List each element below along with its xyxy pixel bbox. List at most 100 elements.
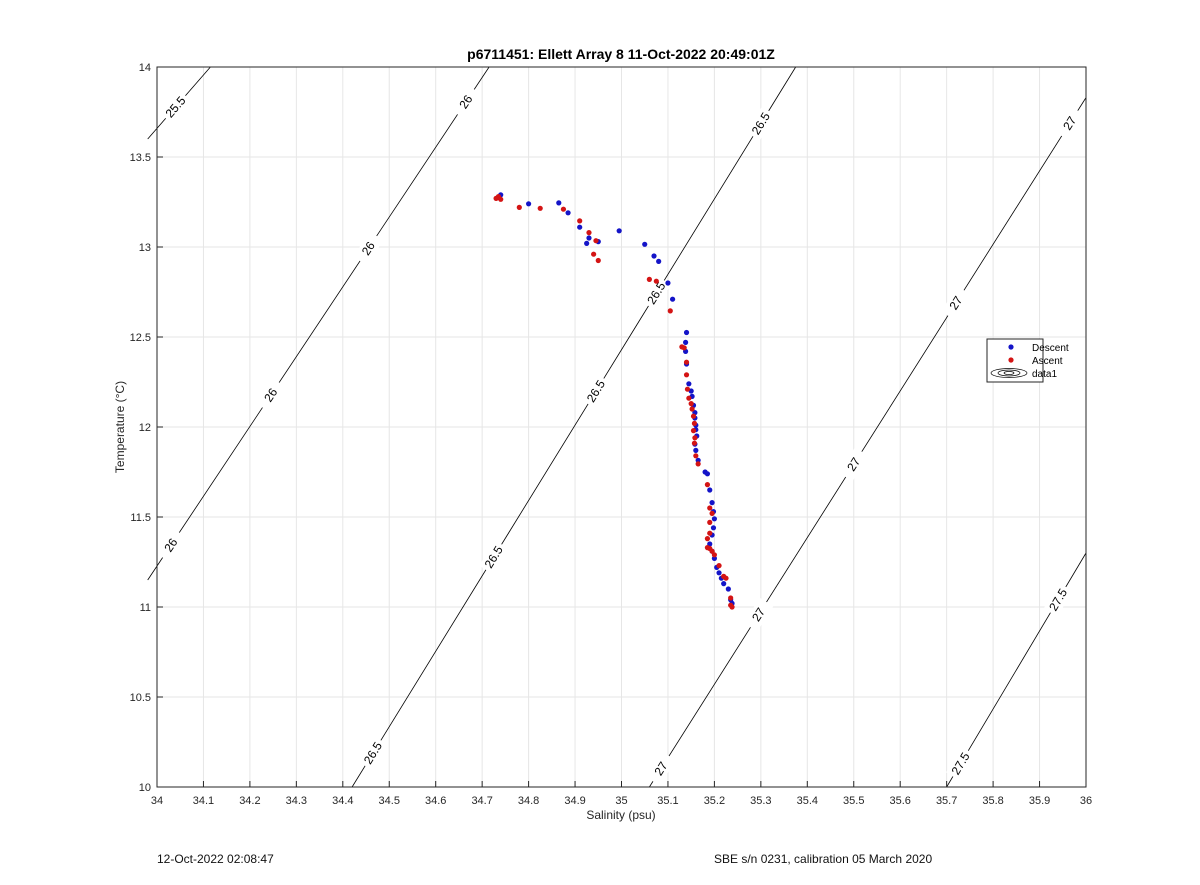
legend-label-ascent: Ascent xyxy=(1032,356,1063,367)
point-ascent xyxy=(688,401,694,407)
point-ascent xyxy=(709,510,715,516)
y-tick-label: 13 xyxy=(139,242,151,254)
x-tick-label: 34.7 xyxy=(471,795,492,807)
x-tick-label: 35.1 xyxy=(657,795,678,807)
point-descent xyxy=(683,329,690,336)
point-ascent xyxy=(691,420,698,426)
point-descent xyxy=(704,471,711,477)
point-ascent xyxy=(683,372,690,378)
x-axis-label: Salinity (psu) xyxy=(586,808,655,822)
x-tick-label: 34.6 xyxy=(425,795,446,807)
contour-line xyxy=(351,66,797,788)
x-tick-label: 34.4 xyxy=(332,795,353,807)
contour-label-bg xyxy=(1054,106,1085,141)
point-ascent xyxy=(707,530,713,536)
contour-label-bg xyxy=(1043,582,1073,617)
point-descent xyxy=(586,235,592,241)
point-ascent xyxy=(595,257,601,264)
y-tick-label: 11 xyxy=(140,602,151,614)
y-tick-label: 11.5 xyxy=(130,512,151,524)
contour-label-bg xyxy=(581,374,611,409)
legend-label-data1: data1 xyxy=(1032,369,1057,380)
point-ascent xyxy=(711,552,718,558)
point-ascent xyxy=(692,435,698,441)
point-ascent xyxy=(707,505,713,511)
point-ascent xyxy=(653,278,659,284)
footer-calibration: SBE s/n 0231, calibration 05 March 2020 xyxy=(714,852,933,866)
x-tick-label: 34 xyxy=(151,795,163,807)
point-ascent xyxy=(716,563,722,569)
point-descent xyxy=(669,296,676,302)
point-ascent xyxy=(690,413,697,419)
point-ascent xyxy=(577,218,583,224)
contour-label-bg xyxy=(646,751,676,786)
contour-label-bg xyxy=(255,378,286,412)
contour-label-bg xyxy=(946,746,976,781)
point-ascent xyxy=(586,230,592,236)
point-descent xyxy=(693,447,699,453)
y-tick-label: 14 xyxy=(139,62,151,74)
x-tick-label: 34.2 xyxy=(239,795,260,807)
contour-label-bg xyxy=(450,84,481,119)
series-ascent xyxy=(493,194,735,610)
y-tick-label: 10.5 xyxy=(130,692,151,704)
contour-label-bg xyxy=(746,106,776,141)
point-descent xyxy=(695,457,701,463)
point-descent xyxy=(711,516,718,522)
point-descent xyxy=(565,210,571,216)
point-descent xyxy=(721,581,727,587)
point-descent xyxy=(616,228,622,234)
point-ascent xyxy=(493,195,499,201)
point-descent xyxy=(716,570,722,576)
contour-label-bg xyxy=(641,276,672,311)
contour-label-bg xyxy=(353,231,384,266)
point-descent xyxy=(651,253,657,259)
x-tick-label: 34.9 xyxy=(564,795,585,807)
contour-label-bg xyxy=(941,286,971,320)
point-ascent xyxy=(560,206,567,212)
point-descent xyxy=(656,258,662,264)
grid xyxy=(156,66,1087,788)
y-axis-label: Temperature (°C) xyxy=(113,381,127,473)
contour-label-bg xyxy=(159,90,192,124)
point-descent xyxy=(642,241,648,247)
x-tick-label: 35.7 xyxy=(936,795,957,807)
point-descent xyxy=(710,525,717,531)
point-descent xyxy=(686,381,692,387)
point-descent xyxy=(709,500,715,506)
contour-label-bg xyxy=(479,540,509,575)
point-ascent xyxy=(516,204,522,210)
point-ascent xyxy=(689,406,695,412)
legend-marker-ascent xyxy=(1008,357,1014,363)
contour-label-bg xyxy=(155,528,186,563)
point-ascent xyxy=(686,395,692,401)
y-tick-label: 10 xyxy=(139,782,151,794)
point-ascent xyxy=(690,428,697,434)
legend-label-descent: Descent xyxy=(1032,343,1069,354)
x-tick-label: 34.1 xyxy=(193,795,214,807)
contour-27-5: 27.527.5 xyxy=(946,552,1087,788)
x-tick-label: 34.5 xyxy=(379,795,400,807)
point-ascent xyxy=(704,482,711,488)
point-descent xyxy=(526,201,532,207)
x-tick-label: 35.9 xyxy=(1029,795,1050,807)
x-tick-label: 35.8 xyxy=(982,795,1003,807)
point-ascent xyxy=(667,308,673,314)
contour-line xyxy=(147,66,490,581)
legend-box xyxy=(986,338,1044,383)
point-descent xyxy=(584,240,590,246)
legend-contour-icon xyxy=(990,368,1028,378)
x-tick-label: 35.2 xyxy=(704,795,725,807)
footer-timestamp: 12-Oct-2022 02:08:47 xyxy=(157,852,274,866)
contour-label-bg xyxy=(358,736,388,771)
point-ascent xyxy=(498,196,504,202)
y-axis-ticks: 10 10.5 11 11.5 12 12.5 13 13.5 14 xyxy=(130,62,163,794)
contour-label-bg xyxy=(743,597,774,632)
contour-26-5: 26.526.526.526.526.5 xyxy=(351,66,797,788)
legend-marker-descent xyxy=(1008,344,1014,350)
x-tick-label: 34.3 xyxy=(286,795,307,807)
point-ascent xyxy=(593,238,599,244)
x-tick-label: 35 xyxy=(615,795,627,807)
